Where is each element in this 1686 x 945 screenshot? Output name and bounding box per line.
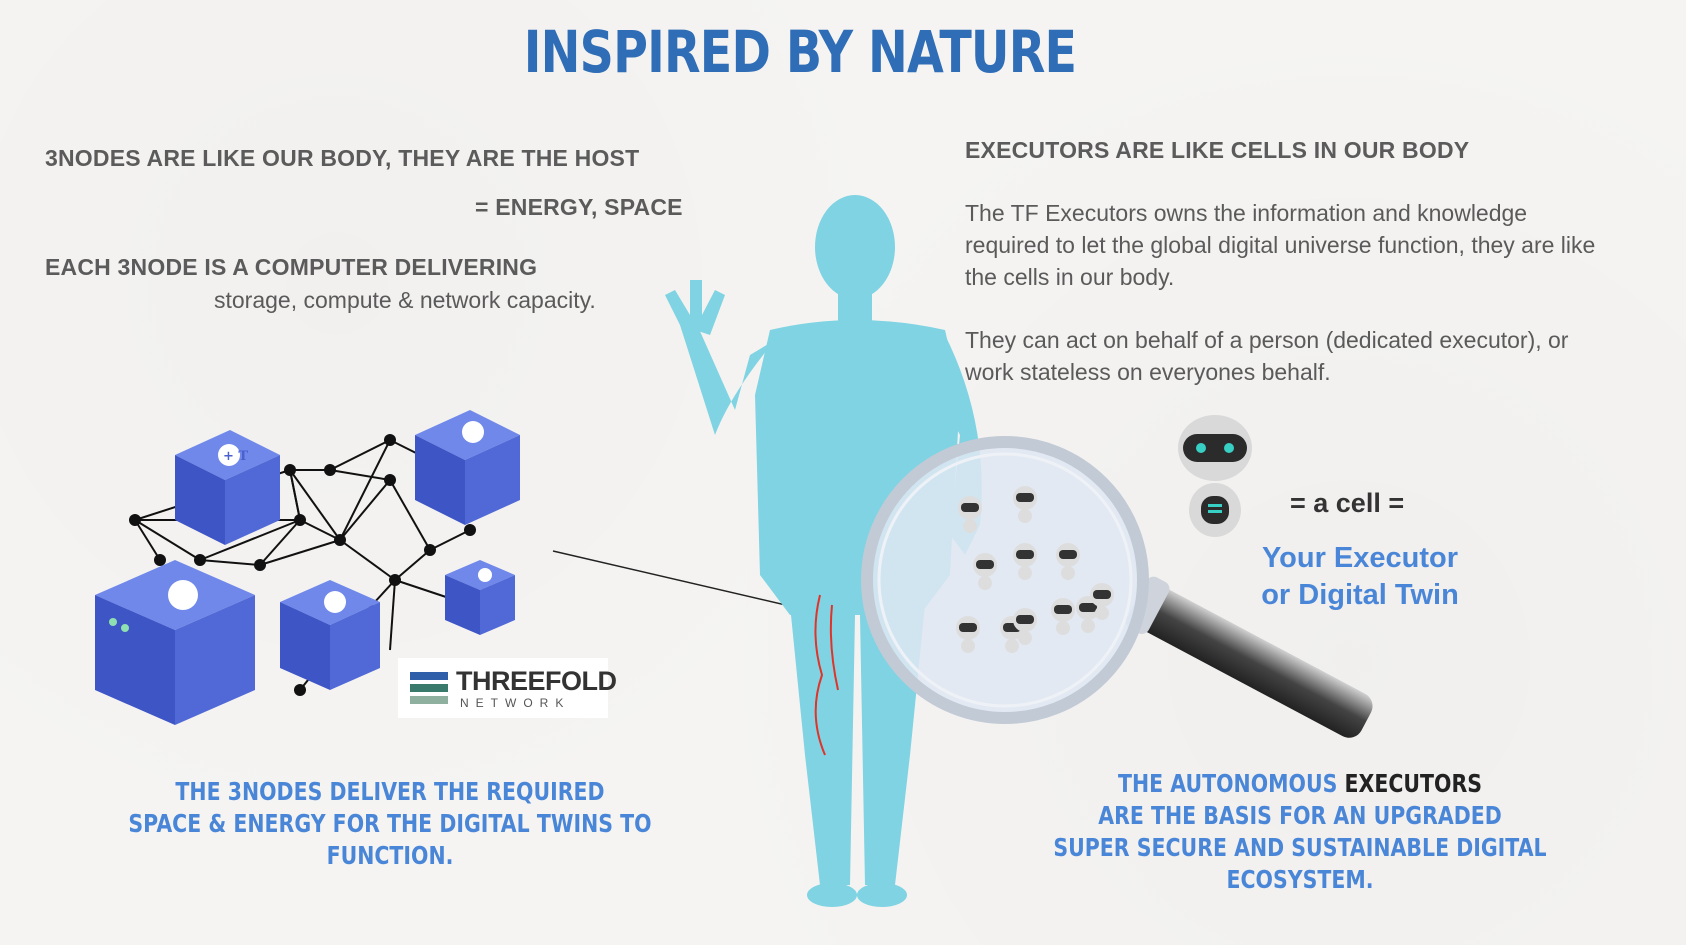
- magnifying-glass-icon: [861, 436, 1373, 738]
- robot-icon: [1178, 415, 1252, 537]
- right-caption: THE AUTONOMOUS EXECUTORS ARE THE BASIS F…: [1021, 768, 1579, 896]
- server-node-icon: + T: [175, 430, 280, 545]
- server-node-icon: [95, 560, 255, 725]
- threefold-logo-icon: [410, 672, 448, 704]
- left-heading-2: EACH 3NODE IS A COMPUTER DELIVERING: [45, 254, 538, 280]
- right-caption-line-1: THE AUTONOMOUS EXECUTORS: [1021, 768, 1579, 800]
- robot-group: [956, 486, 1114, 653]
- right-caption-blue: THE AUTONOMOUS: [1117, 769, 1338, 798]
- digital-twin-line-1: Your Executor: [1261, 542, 1459, 574]
- right-paragraph-1-line-1: The TF Executors owns the information an…: [965, 200, 1528, 226]
- right-caption-line-2: ARE THE BASIS FOR AN UPGRADED: [1098, 801, 1502, 830]
- left-heading-2-sub: storage, compute & network capacity.: [214, 287, 596, 313]
- server-node-icon: [280, 580, 380, 690]
- server-node-glyph: + T: [223, 449, 248, 464]
- logo-sub: NETWORK: [460, 696, 571, 710]
- right-caption-dark: EXECUTORS: [1344, 769, 1483, 798]
- server-node-icon: [415, 410, 520, 525]
- left-heading-1: 3NODES ARE LIKE OUR BODY, THEY ARE THE H…: [45, 145, 640, 171]
- page-title: INSPIRED BY NATURE: [523, 18, 1077, 86]
- right-paragraph-1-line-2: required to let the global digital unive…: [965, 232, 1596, 258]
- right-caption-line-3: SUPER SECURE AND SUSTAINABLE DIGITAL ECO…: [1053, 833, 1547, 894]
- left-caption: THE 3NODES DELIVER THE REQUIRED SPACE & …: [119, 776, 660, 872]
- cell-equals-label: = a cell =: [1290, 488, 1405, 518]
- right-heading: EXECUTORS ARE LIKE CELLS IN OUR BODY: [965, 137, 1470, 163]
- right-paragraph-1: The TF Executors owns the information an…: [965, 197, 1595, 293]
- threefold-logo: THREEFOLD NETWORK: [398, 658, 617, 718]
- left-heading-1-sub: = ENERGY, SPACE: [475, 194, 683, 220]
- right-paragraph-2-line-1: They can act on behalf of a person (dedi…: [965, 327, 1569, 353]
- server-node-icon: [445, 560, 515, 635]
- digital-twin-label: Your Executor or Digital Twin: [1240, 540, 1480, 614]
- right-paragraph-2-line-2: work stateless on everyones behalf.: [965, 359, 1331, 385]
- left-caption-line-2: SPACE & ENERGY FOR THE DIGITAL TWINS TO …: [128, 809, 652, 870]
- right-paragraph-2: They can act on behalf of a person (dedi…: [965, 324, 1568, 388]
- logo-name: THREEFOLD: [456, 666, 617, 696]
- digital-twin-line-2: or Digital Twin: [1261, 579, 1459, 611]
- right-paragraph-1-line-3: the cells in our body.: [965, 264, 1175, 290]
- left-caption-line-1: THE 3NODES DELIVER THE REQUIRED: [175, 777, 605, 806]
